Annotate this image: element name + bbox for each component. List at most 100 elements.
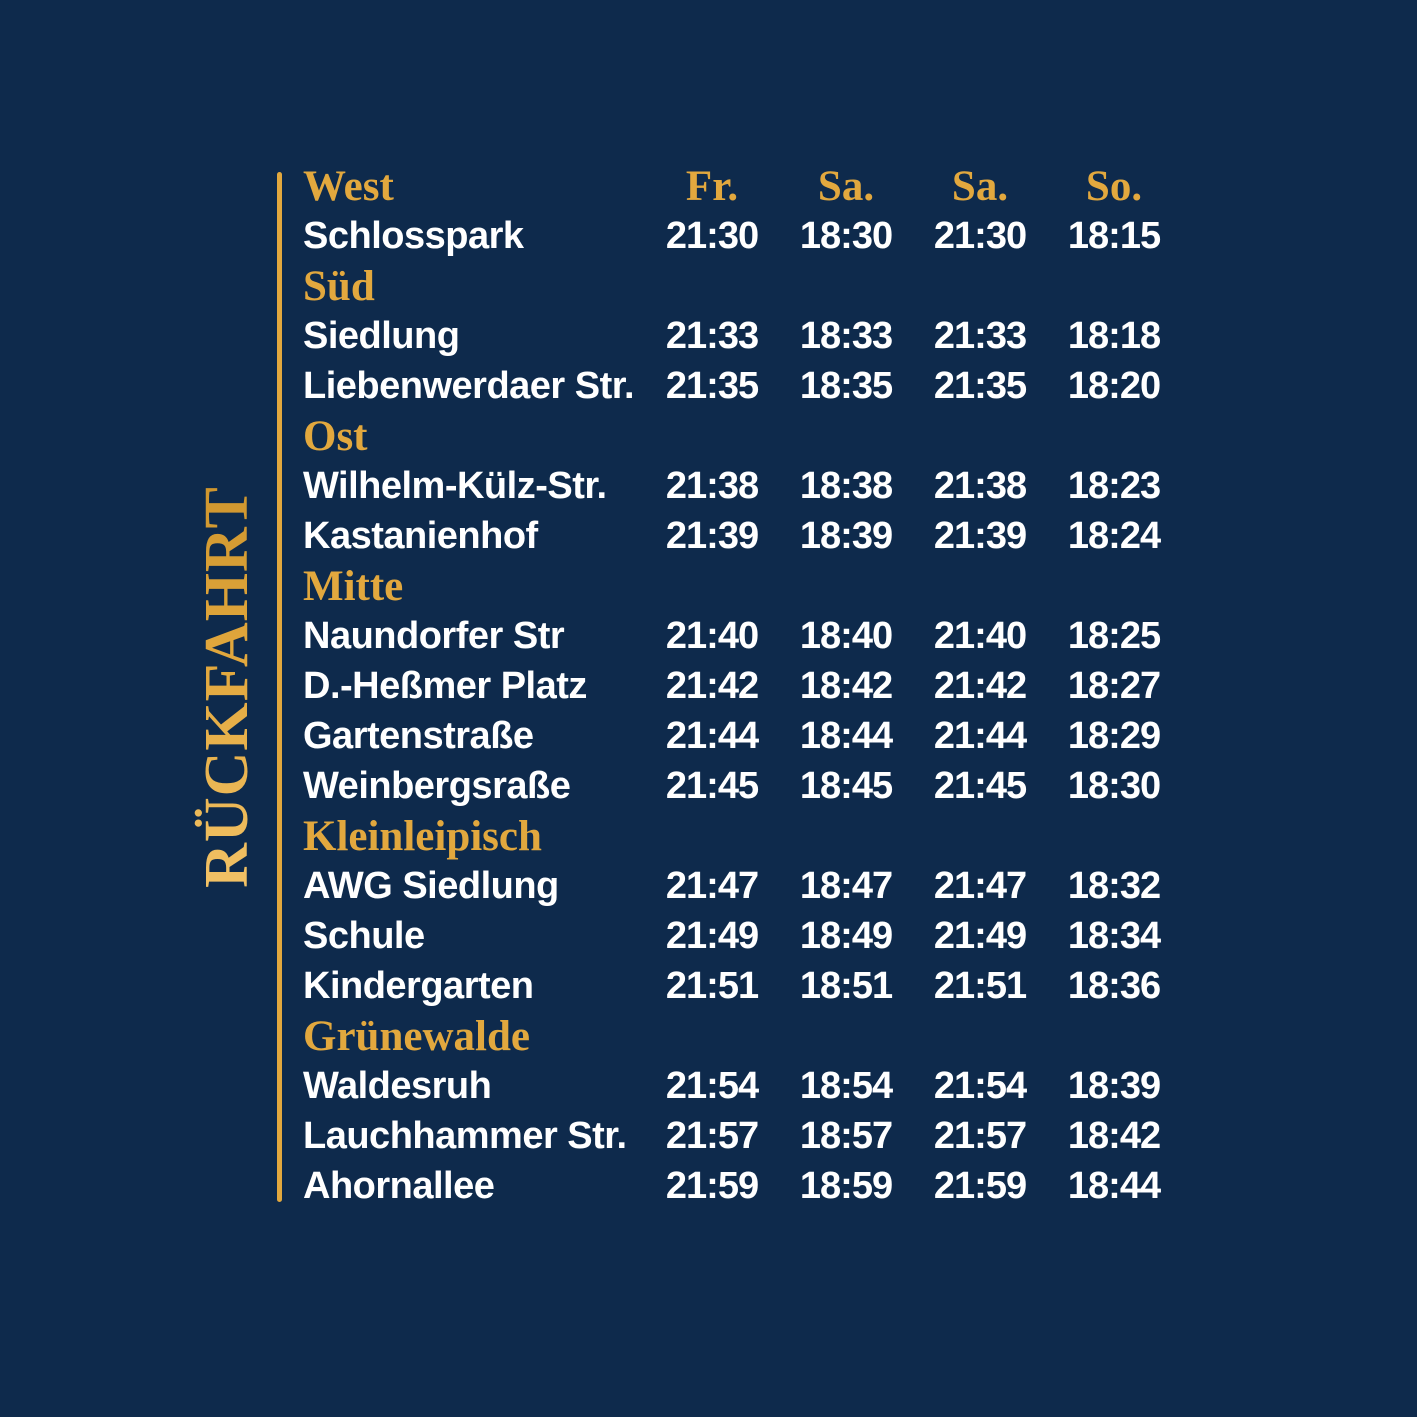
section-name: Grünewalde: [303, 1012, 530, 1060]
day-column-header-sa2: Sa.: [951, 162, 1009, 210]
time-cell-so: 18:32: [1067, 864, 1161, 907]
stop-name: Kastanienhof: [303, 514, 538, 557]
time-cell-sa2: 21:54: [933, 1064, 1027, 1107]
time-cell-sa1: 18:49: [799, 914, 893, 957]
time-cell-fr: 21:40: [665, 614, 759, 657]
time-cell-sa2: 21:59: [933, 1164, 1027, 1207]
time-cell-sa2: 21:49: [933, 914, 1027, 957]
stop-row: Schlosspark 21:30 18:30 21:30 18:15: [303, 211, 1181, 261]
section-name: Mitte: [303, 562, 404, 610]
time-cell-sa1: 18:57: [799, 1114, 893, 1157]
time-cell-sa2: 21:57: [933, 1114, 1027, 1157]
header-section-label: West: [303, 162, 394, 210]
time-cell-fr: 21:44: [665, 714, 759, 757]
time-cell-so: 18:18: [1067, 314, 1161, 357]
time-cell-sa2: 21:44: [933, 714, 1027, 757]
time-cell-sa2: 21:38: [933, 464, 1027, 507]
time-cell-so: 18:23: [1067, 464, 1161, 507]
stop-name: Kindergarten: [303, 964, 534, 1007]
time-cell-fr: 21:35: [665, 364, 759, 407]
stop-name: Schule: [303, 914, 425, 957]
time-cell-sa1: 18:38: [799, 464, 893, 507]
time-cell-sa1: 18:59: [799, 1164, 893, 1207]
time-cell-sa1: 18:33: [799, 314, 893, 357]
time-cell-sa1: 18:42: [799, 664, 893, 707]
section-name: Süd: [303, 262, 375, 310]
stop-row: Kindergarten 21:51 18:51 21:51 18:36: [303, 961, 1181, 1011]
time-cell-sa1: 18:40: [799, 614, 893, 657]
timetable-rows: Schlosspark 21:30 18:30 21:30 18:15 Süd …: [303, 211, 1181, 1211]
stop-row: D.-Heßmer Platz 21:42 18:42 21:42 18:27: [303, 661, 1181, 711]
time-cell-sa2: 21:51: [933, 964, 1027, 1007]
stop-row: Lauchhammer Str. 21:57 18:57 21:57 18:42: [303, 1111, 1181, 1161]
time-cell-so: 18:24: [1067, 514, 1161, 557]
day-column-header-so: So.: [1085, 162, 1143, 210]
stop-row: Kastanienhof 21:39 18:39 21:39 18:24: [303, 511, 1181, 561]
time-cell-sa1: 18:45: [799, 764, 893, 807]
time-cell-sa1: 18:30: [799, 214, 893, 257]
time-cell-fr: 21:39: [665, 514, 759, 557]
time-cell-so: 18:25: [1067, 614, 1161, 657]
stop-row: Weinbergsraße 21:45 18:45 21:45 18:30: [303, 761, 1181, 811]
time-cell-so: 18:29: [1067, 714, 1161, 757]
section-header-row: Grünewalde: [303, 1011, 1181, 1061]
section-header-row: Ost: [303, 411, 1181, 461]
stop-row: Waldesruh 21:54 18:54 21:54 18:39: [303, 1061, 1181, 1111]
stop-name: Weinbergsraße: [303, 764, 571, 807]
stop-name: D.-Heßmer Platz: [303, 664, 587, 707]
stop-row: AWG Siedlung 21:47 18:47 21:47 18:32: [303, 861, 1181, 911]
stop-row: Gartenstraße 21:44 18:44 21:44 18:29: [303, 711, 1181, 761]
time-cell-fr: 21:45: [665, 764, 759, 807]
time-cell-sa2: 21:40: [933, 614, 1027, 657]
gold-divider-rule: [277, 172, 282, 1202]
day-column-header-sa1: Sa.: [817, 162, 875, 210]
time-cell-sa1: 18:47: [799, 864, 893, 907]
time-cell-fr: 21:57: [665, 1114, 759, 1157]
time-cell-fr: 21:54: [665, 1064, 759, 1107]
time-cell-sa2: 21:47: [933, 864, 1027, 907]
time-cell-sa2: 21:35: [933, 364, 1027, 407]
time-cell-sa1: 18:44: [799, 714, 893, 757]
time-cell-so: 18:27: [1067, 664, 1161, 707]
section-name: Ost: [303, 412, 368, 460]
stop-name: Ahornallee: [303, 1164, 495, 1207]
stop-name: Wilhelm-Külz-Str.: [303, 464, 607, 507]
time-cell-sa1: 18:39: [799, 514, 893, 557]
timetable-header-row: West Fr. Sa. Sa. So.: [303, 161, 1181, 211]
time-cell-fr: 21:51: [665, 964, 759, 1007]
stop-name: Lauchhammer Str.: [303, 1114, 627, 1157]
time-cell-fr: 21:33: [665, 314, 759, 357]
section-name: Kleinleipisch: [303, 812, 542, 860]
stop-row: Naundorfer Str 21:40 18:40 21:40 18:25: [303, 611, 1181, 661]
day-column-header-fr: Fr.: [685, 162, 739, 210]
time-cell-so: 18:42: [1067, 1114, 1161, 1157]
time-cell-sa2: 21:33: [933, 314, 1027, 357]
stop-row: Wilhelm-Külz-Str. 21:38 18:38 21:38 18:2…: [303, 461, 1181, 511]
time-cell-so: 18:39: [1067, 1064, 1161, 1107]
time-cell-sa2: 21:45: [933, 764, 1027, 807]
stop-name: AWG Siedlung: [303, 864, 559, 907]
time-cell-so: 18:20: [1067, 364, 1161, 407]
time-cell-so: 18:36: [1067, 964, 1161, 1007]
time-cell-sa2: 21:39: [933, 514, 1027, 557]
stop-row: Liebenwerdaer Str. 21:35 18:35 21:35 18:…: [303, 361, 1181, 411]
time-cell-so: 18:30: [1067, 764, 1161, 807]
time-cell-so: 18:34: [1067, 914, 1161, 957]
section-header-row: Süd: [303, 261, 1181, 311]
time-cell-so: 18:15: [1067, 214, 1161, 257]
time-cell-sa1: 18:51: [799, 964, 893, 1007]
stop-name: Liebenwerdaer Str.: [303, 364, 635, 407]
time-cell-fr: 21:49: [665, 914, 759, 957]
time-cell-sa2: 21:30: [933, 214, 1027, 257]
side-label-wrap: RÜCKFAHRT: [187, 437, 267, 937]
time-cell-sa1: 18:35: [799, 364, 893, 407]
time-cell-fr: 21:47: [665, 864, 759, 907]
stop-name: Gartenstraße: [303, 714, 534, 757]
stop-name: Siedlung: [303, 314, 460, 357]
stop-row: Schule 21:49 18:49 21:49 18:34: [303, 911, 1181, 961]
stop-name: Waldesruh: [303, 1064, 492, 1107]
time-cell-fr: 21:30: [665, 214, 759, 257]
time-cell-sa2: 21:42: [933, 664, 1027, 707]
time-cell-fr: 21:59: [665, 1164, 759, 1207]
poster-side-label: RÜCKFAHRT: [193, 486, 261, 888]
